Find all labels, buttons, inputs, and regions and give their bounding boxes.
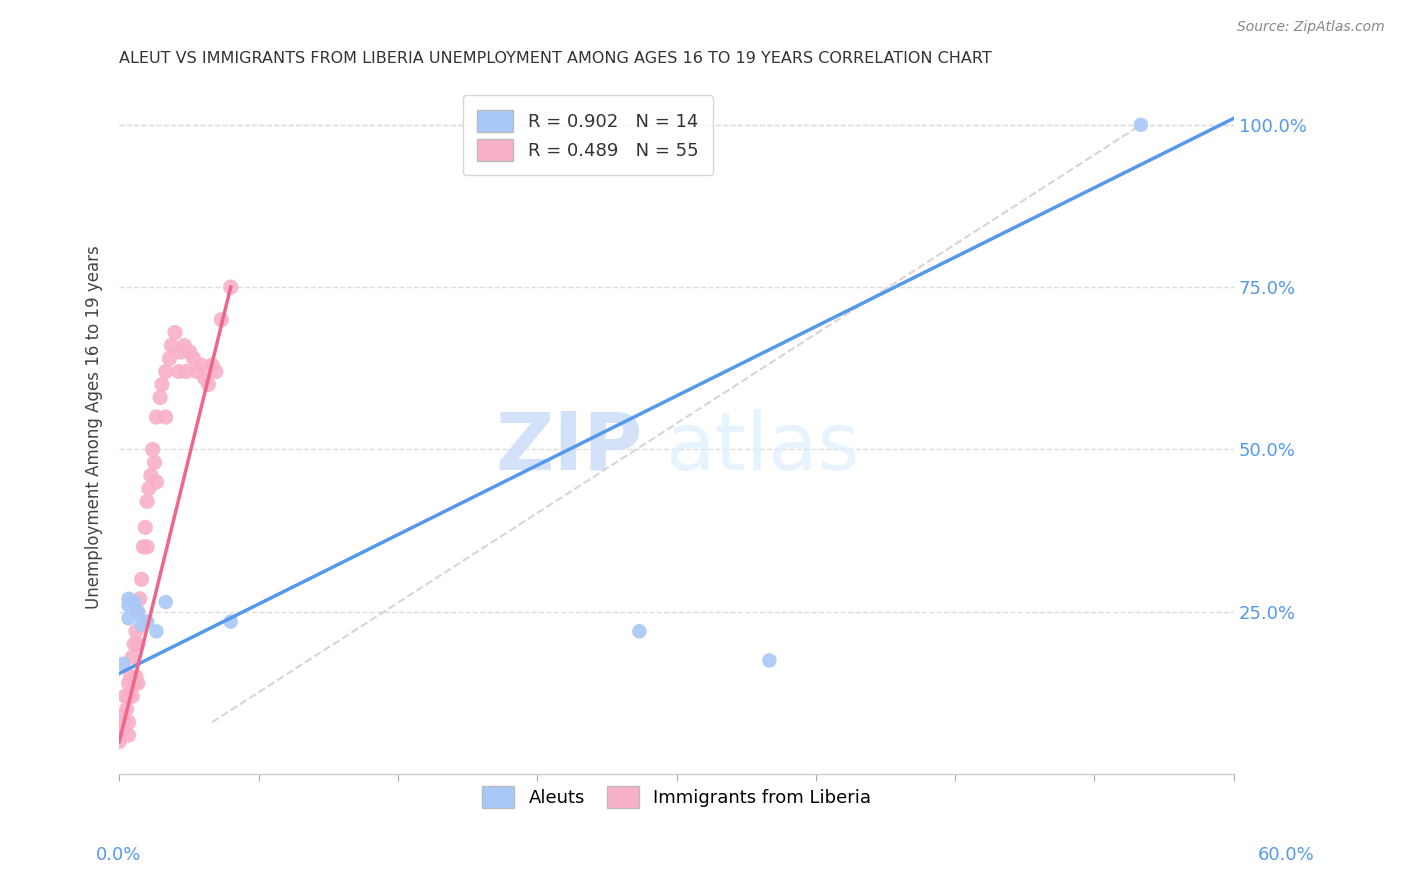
Point <box>117 715 139 730</box>
Point <box>197 377 219 392</box>
Point <box>219 280 242 294</box>
Point <box>114 715 136 730</box>
Point <box>138 482 160 496</box>
Point <box>628 624 651 639</box>
Point <box>111 657 134 671</box>
Legend: Aleuts, Immigrants from Liberia: Aleuts, Immigrants from Liberia <box>474 779 879 815</box>
Point <box>145 475 167 489</box>
Point <box>117 599 139 613</box>
Point <box>173 338 195 352</box>
Point <box>201 358 224 372</box>
Point <box>139 468 162 483</box>
Point <box>190 358 212 372</box>
Point <box>183 351 205 366</box>
Text: 0.0%: 0.0% <box>96 846 141 863</box>
Y-axis label: Unemployment Among Ages 16 to 19 years: Unemployment Among Ages 16 to 19 years <box>86 245 103 608</box>
Point <box>131 572 153 586</box>
Point <box>128 591 150 606</box>
Point <box>125 670 148 684</box>
Point <box>209 312 232 326</box>
Text: Source: ZipAtlas.com: Source: ZipAtlas.com <box>1237 20 1385 34</box>
Point <box>136 615 159 629</box>
Point <box>174 365 197 379</box>
Point <box>149 391 172 405</box>
Text: ALEUT VS IMMIGRANTS FROM LIBERIA UNEMPLOYMENT AMONG AGES 16 TO 19 YEARS CORRELAT: ALEUT VS IMMIGRANTS FROM LIBERIA UNEMPLO… <box>120 51 993 66</box>
Point <box>169 345 191 359</box>
Point <box>117 591 139 606</box>
Point <box>125 624 148 639</box>
Point <box>117 676 139 690</box>
Point <box>108 734 131 748</box>
Point <box>117 611 139 625</box>
Point <box>155 409 177 424</box>
Point <box>219 615 242 629</box>
Point <box>122 676 145 690</box>
Point <box>758 653 780 667</box>
Point <box>132 540 155 554</box>
Point <box>160 338 183 352</box>
Point <box>127 637 149 651</box>
Point <box>142 442 165 457</box>
Point <box>159 351 181 366</box>
Point <box>167 365 190 379</box>
Point <box>155 365 177 379</box>
Point <box>136 540 159 554</box>
Point <box>186 365 208 379</box>
Point <box>127 676 149 690</box>
Point <box>111 722 134 736</box>
Point <box>122 595 145 609</box>
Point <box>117 690 139 704</box>
Point <box>205 365 228 379</box>
Point <box>115 702 138 716</box>
Point <box>145 409 167 424</box>
Point <box>120 670 142 684</box>
Point <box>111 708 134 723</box>
Point <box>117 728 139 742</box>
Point <box>145 624 167 639</box>
Text: ZIP: ZIP <box>496 409 643 486</box>
Point <box>121 650 143 665</box>
Text: atlas: atlas <box>665 409 859 486</box>
Point <box>155 595 177 609</box>
Point <box>127 605 149 619</box>
Point <box>121 690 143 704</box>
Point <box>150 377 173 392</box>
Point <box>122 637 145 651</box>
Point <box>143 455 166 469</box>
Point <box>108 722 131 736</box>
Point <box>131 617 153 632</box>
Point <box>136 494 159 508</box>
Point <box>1129 118 1152 132</box>
Point <box>163 326 186 340</box>
Text: 60.0%: 60.0% <box>1258 846 1315 863</box>
Point <box>127 605 149 619</box>
Point <box>114 690 136 704</box>
Point <box>179 345 201 359</box>
Point <box>194 371 217 385</box>
Point <box>108 715 131 730</box>
Point <box>134 520 156 534</box>
